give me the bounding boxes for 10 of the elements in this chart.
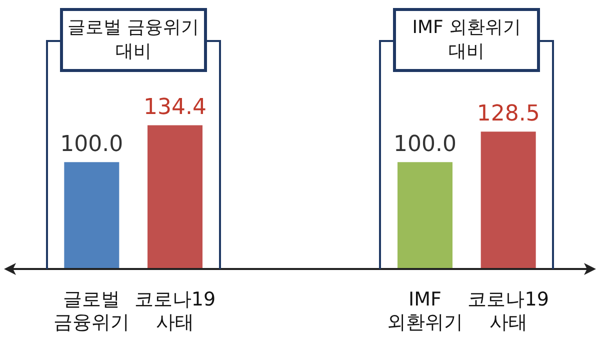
x-tick-label: 코로나19 사태: [134, 288, 216, 334]
x-tick-label: IMF 외환위기: [387, 288, 463, 334]
x-tick-label: 코로나19 사태: [468, 288, 549, 334]
text: IMF 외환위기 대비: [393, 8, 540, 72]
text: 글로벌 금융위기 대비: [60, 8, 207, 72]
data-label: 100.0: [394, 132, 456, 157]
x-tick-label: 글로벌 금융위기: [54, 288, 130, 334]
data-label: 100.0: [60, 132, 124, 157]
data-label: 134.4: [144, 95, 206, 120]
data-label: 128.5: [476, 101, 540, 126]
